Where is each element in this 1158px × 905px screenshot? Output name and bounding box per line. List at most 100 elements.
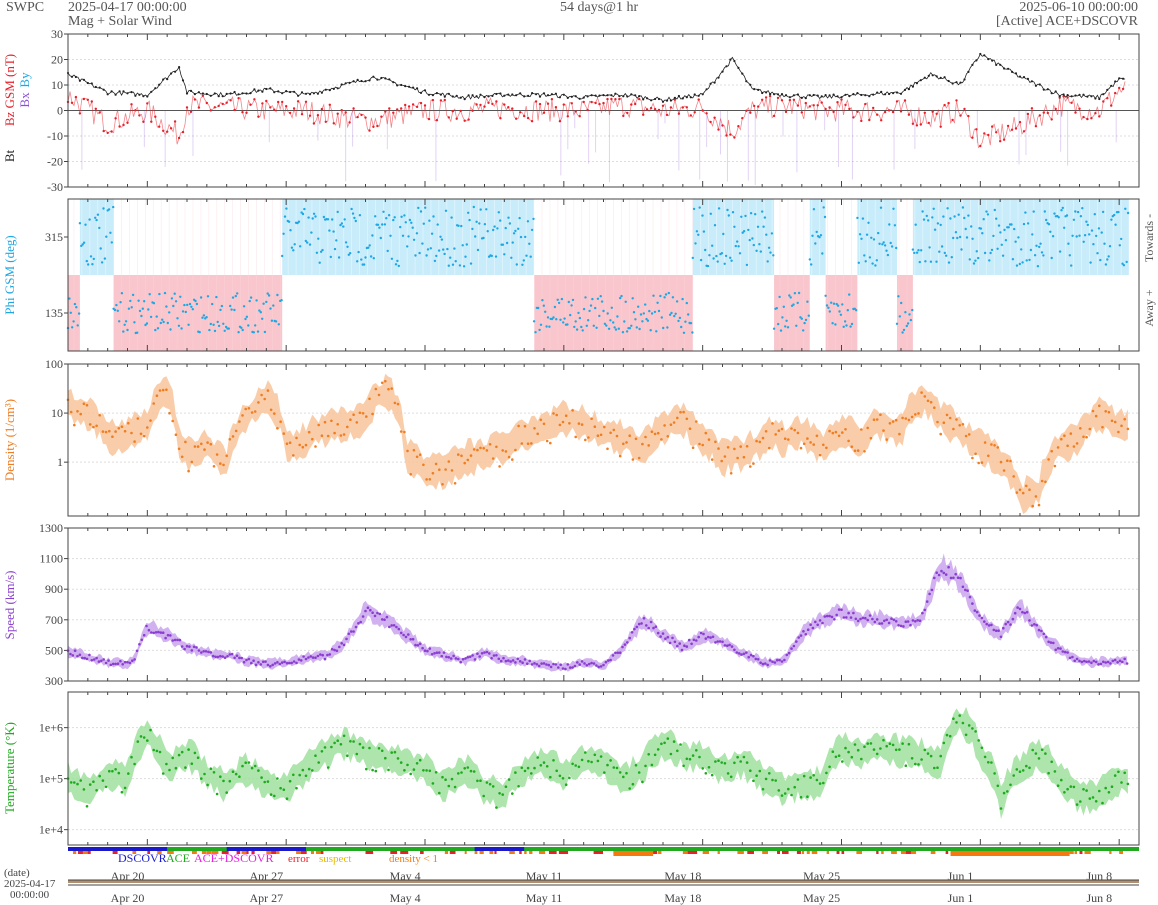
speed-point xyxy=(1092,659,1096,663)
density-point xyxy=(428,478,432,481)
temperature-point xyxy=(447,784,451,788)
bt-point xyxy=(991,59,994,62)
phi-point xyxy=(410,221,413,224)
density-point xyxy=(939,432,942,436)
phi-point xyxy=(1058,250,1062,253)
phi-point xyxy=(460,224,463,228)
phi-point xyxy=(542,304,545,307)
temperature-point xyxy=(726,772,730,775)
phi-point xyxy=(638,327,641,331)
legend-item-4: suspect xyxy=(319,853,351,865)
density-point xyxy=(755,439,758,443)
bt-point xyxy=(241,92,244,95)
quality-flag-mark xyxy=(548,851,556,854)
speed-point xyxy=(254,663,258,667)
density-point xyxy=(799,446,803,450)
bt-point xyxy=(705,88,708,91)
density-point xyxy=(761,436,765,440)
phi-point xyxy=(357,250,360,254)
density-point xyxy=(917,412,920,415)
density-point xyxy=(1050,449,1053,453)
temperature-point xyxy=(1120,781,1123,784)
bz-point xyxy=(503,103,506,106)
bz-point xyxy=(487,101,490,105)
bz-point xyxy=(150,120,153,123)
speed-point xyxy=(697,635,700,639)
phi-point xyxy=(468,218,471,222)
phi-point xyxy=(194,299,197,303)
phi-point xyxy=(177,324,181,327)
temperature-point xyxy=(860,757,863,761)
bz-point xyxy=(947,101,950,105)
speed-point xyxy=(542,662,546,665)
phi-point xyxy=(865,233,869,236)
speed-point xyxy=(1023,611,1027,615)
quality-flag-mark xyxy=(494,851,497,854)
bz-point xyxy=(919,123,922,126)
phi-point xyxy=(314,215,317,218)
density-point xyxy=(301,445,305,449)
phi-point xyxy=(144,323,147,327)
bz-point xyxy=(1102,100,1105,103)
speed-point xyxy=(878,622,881,625)
bt-point xyxy=(324,88,327,91)
quality-flag-mark xyxy=(400,851,407,854)
phi-point xyxy=(528,242,531,245)
density-point xyxy=(85,403,89,407)
bt-point xyxy=(166,78,169,81)
phi-point xyxy=(312,212,316,215)
density-point xyxy=(292,454,295,457)
phi-point xyxy=(754,213,757,216)
speed-point xyxy=(100,659,103,663)
phi-point xyxy=(503,253,506,256)
bt-point xyxy=(1110,84,1113,87)
bt-point xyxy=(780,93,784,96)
temperature-point xyxy=(545,765,549,768)
density-point xyxy=(298,443,302,447)
bt-point xyxy=(138,93,141,96)
phi-point xyxy=(712,257,715,260)
bz-point xyxy=(285,105,288,108)
bt-point xyxy=(979,52,982,56)
speed-point xyxy=(1047,640,1050,644)
phi-point xyxy=(374,215,377,218)
phi-point xyxy=(280,299,283,302)
density-point xyxy=(453,482,457,485)
speed-point xyxy=(499,659,503,663)
phi-point xyxy=(201,316,204,319)
density-point xyxy=(130,431,133,435)
phi-point xyxy=(162,320,165,324)
bz-point xyxy=(1018,120,1022,124)
phi-point xyxy=(247,324,250,327)
temperature-point xyxy=(796,778,800,781)
quality-flag-mark xyxy=(519,851,522,854)
temperature-point xyxy=(850,755,854,759)
bt-point xyxy=(197,91,200,94)
bt-point xyxy=(70,75,74,78)
phi-point xyxy=(1042,254,1045,257)
phi-point xyxy=(656,301,659,304)
temperature-point xyxy=(203,772,206,776)
bz-point xyxy=(697,98,700,101)
density-point xyxy=(834,430,838,434)
speed-point xyxy=(1078,659,1081,663)
phi-point xyxy=(881,243,884,246)
speed-point xyxy=(1099,662,1103,666)
temperature-point xyxy=(165,762,168,766)
speed-point xyxy=(756,658,760,661)
bt-point xyxy=(895,91,899,94)
phi-point xyxy=(620,294,623,298)
temperature-point xyxy=(241,764,244,768)
phi-point xyxy=(878,242,881,245)
temperature-point xyxy=(1028,766,1031,770)
phi-point xyxy=(765,233,768,236)
bt-point xyxy=(832,93,835,96)
temperature-point xyxy=(939,754,942,758)
bt-point xyxy=(939,76,942,79)
temperature-point xyxy=(279,786,282,790)
phi-point xyxy=(846,309,849,312)
phi-point xyxy=(168,311,171,314)
bt-point xyxy=(542,92,546,95)
quality-flag-mark xyxy=(777,851,781,854)
density-point xyxy=(514,448,517,452)
